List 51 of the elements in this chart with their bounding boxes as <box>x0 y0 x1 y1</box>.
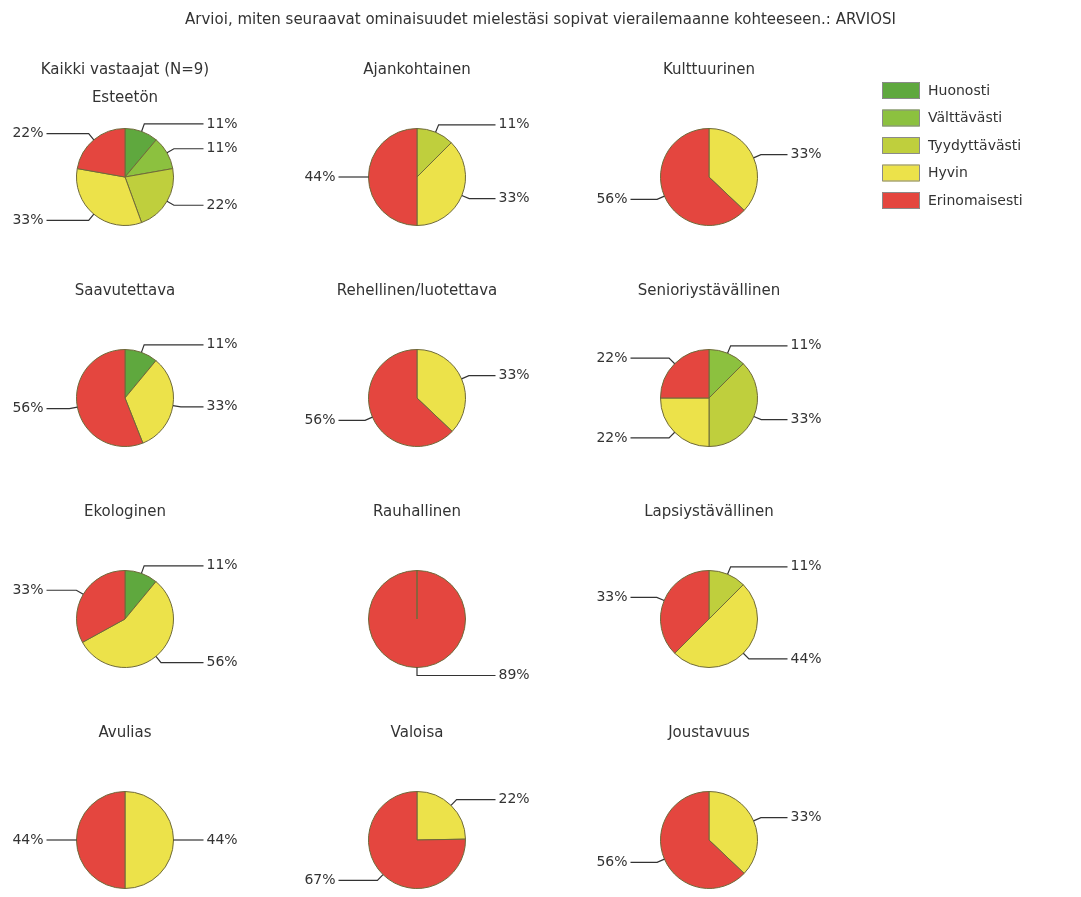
legend-label: Hyvin <box>928 164 968 181</box>
data-label: 89% <box>498 666 530 683</box>
data-label: 11% <box>498 115 530 132</box>
data-label: 56% <box>12 399 44 416</box>
chart-subtitle: Kaikki vastaajat (N=9) <box>39 60 211 80</box>
data-label: 11% <box>790 557 822 574</box>
data-label: 33% <box>790 410 822 427</box>
data-label: 44% <box>206 830 238 847</box>
data-label: 56% <box>596 852 628 869</box>
data-label: 22% <box>12 124 44 141</box>
data-label: 11% <box>206 556 238 573</box>
data-label: 33% <box>596 588 628 605</box>
chart-title: Valoisa <box>389 723 445 743</box>
text: Arvioi, miten seuraavat ominaisuudet mielestäsi sopivat vierailemaanne kohteeseen.: ARVIOSI <box>184 10 897 28</box>
data-label: 33% <box>790 145 822 162</box>
data-label: 11% <box>206 139 238 156</box>
data-label: 56% <box>596 189 628 206</box>
data-label: 33% <box>498 189 530 206</box>
data-label: 67% <box>304 870 336 887</box>
legend-label: Välttävästi <box>928 109 1003 126</box>
chart-title: Senioriystävällinen <box>636 281 782 301</box>
data-label: 33% <box>12 580 44 597</box>
chart-title: Joustavuus <box>666 723 751 743</box>
data-label: 56% <box>206 653 238 670</box>
data-label: 33% <box>790 808 822 825</box>
chart-title: Rauhallinen <box>371 502 463 522</box>
data-label: 33% <box>498 366 530 383</box>
data-label: 44% <box>12 830 44 847</box>
chart-title: Esteetön <box>90 88 160 108</box>
legend-label: Huonosti <box>928 81 991 98</box>
data-label: 33% <box>206 397 238 414</box>
data-label: 56% <box>304 410 336 427</box>
chart-title: Ekologinen <box>82 502 168 522</box>
chart-title: Saavutettava <box>73 281 177 301</box>
legend-label: Erinomaisesti <box>928 191 1023 208</box>
data-label: 22% <box>596 348 628 365</box>
data-label: 11% <box>790 336 822 353</box>
chart-title: Lapsiystävällinen <box>643 502 775 522</box>
data-label: 11% <box>206 335 238 352</box>
data-label: 22% <box>596 428 628 445</box>
data-label: 22% <box>206 195 238 212</box>
data-label: 11% <box>206 114 238 131</box>
data-label: 44% <box>790 649 822 666</box>
data-label: 22% <box>498 790 530 807</box>
chart-title: Rehellinen/luotettava <box>335 281 499 301</box>
chart-title: Avulias <box>97 723 153 743</box>
chart-title: Ajankohtainen <box>362 60 472 80</box>
data-label: 44% <box>304 167 336 184</box>
chart-title: Kulttuurinen <box>661 60 757 80</box>
data-label: 33% <box>12 210 44 227</box>
legend-label: Tyydyttävästi <box>927 136 1022 153</box>
